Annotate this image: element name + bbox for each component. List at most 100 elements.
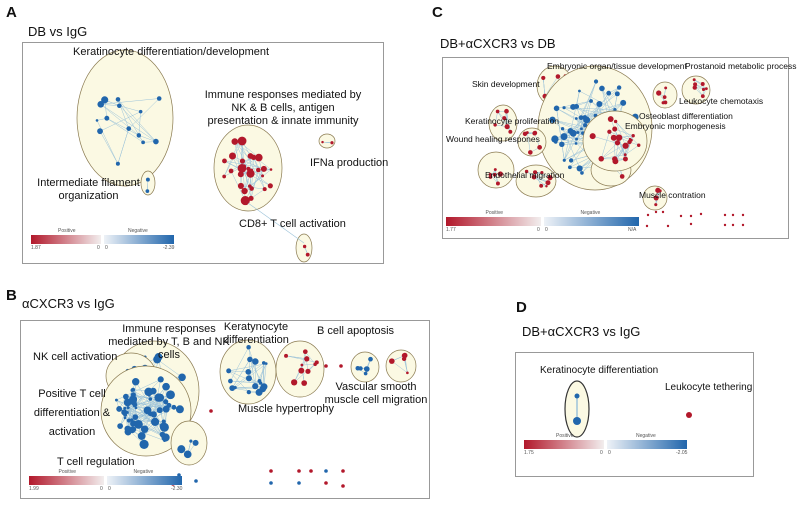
network-edge bbox=[117, 128, 129, 164]
gene-set-node bbox=[401, 353, 407, 358]
gene-set-node bbox=[304, 356, 310, 362]
gene-set-node bbox=[123, 393, 129, 400]
gene-set-node bbox=[653, 195, 659, 201]
gene-set-node bbox=[123, 406, 127, 410]
network-a-graphic bbox=[76, 49, 336, 263]
network-edge bbox=[263, 363, 267, 387]
network-edge bbox=[533, 176, 549, 183]
gene-set-node bbox=[573, 417, 581, 425]
gene-set-node bbox=[104, 115, 110, 121]
gene-set-node bbox=[692, 78, 696, 82]
gene-set-node bbox=[97, 100, 105, 108]
gene-set-node bbox=[562, 106, 566, 110]
gene-set-node bbox=[723, 223, 727, 227]
gene-set-node bbox=[613, 119, 618, 124]
network-edge bbox=[119, 105, 141, 112]
gene-set-node bbox=[488, 175, 493, 179]
gene-set-node bbox=[614, 140, 621, 146]
network-edge bbox=[247, 202, 305, 244]
positive-color-bar bbox=[29, 476, 104, 485]
gene-set-node bbox=[126, 126, 132, 131]
gene-set-node bbox=[222, 174, 227, 179]
network-edge bbox=[232, 359, 251, 389]
gene-set-node bbox=[141, 140, 145, 145]
gene-set-node bbox=[300, 363, 304, 367]
legend-negative-label: Negative bbox=[133, 469, 154, 475]
gene-set-node bbox=[222, 158, 227, 164]
panel-b-title: αCXCR3 vs IgG bbox=[22, 296, 115, 311]
network-edge bbox=[534, 172, 549, 183]
gene-set-node bbox=[131, 387, 136, 392]
legend-neg-zero: 0 bbox=[545, 227, 548, 233]
gene-set-node bbox=[260, 165, 267, 172]
gene-set-node bbox=[97, 128, 103, 135]
gene-set-node bbox=[228, 378, 233, 384]
network-edge bbox=[119, 404, 136, 427]
gene-set-node bbox=[612, 158, 619, 165]
gene-set-node bbox=[132, 378, 140, 386]
gene-set-node bbox=[178, 373, 186, 382]
cluster-label: Positive T cell differentiation & activa… bbox=[33, 388, 111, 438]
legend-negative-label: Negative bbox=[636, 433, 656, 439]
gene-set-node bbox=[664, 86, 668, 90]
gene-set-node bbox=[291, 379, 298, 386]
network-edge bbox=[230, 347, 249, 382]
gene-set-node bbox=[559, 141, 565, 148]
gene-set-node bbox=[237, 182, 244, 189]
legend-pos-zero: 0 bbox=[537, 227, 540, 233]
gene-set-node bbox=[570, 103, 577, 110]
gene-set-node bbox=[551, 135, 559, 143]
gene-set-node bbox=[249, 168, 254, 173]
network-edge bbox=[305, 351, 309, 372]
gene-set-node bbox=[389, 358, 395, 364]
gene-set-node bbox=[177, 445, 186, 454]
gene-set-node bbox=[134, 406, 138, 410]
gene-set-node bbox=[619, 174, 625, 179]
network-edge bbox=[232, 362, 264, 389]
gene-set-node bbox=[622, 142, 629, 149]
gene-set-node bbox=[583, 116, 591, 124]
gene-set-node bbox=[549, 116, 556, 123]
legend-pos-max: 1.87 bbox=[31, 245, 41, 251]
gene-set-node bbox=[723, 213, 727, 217]
gene-set-node bbox=[115, 97, 121, 102]
gene-set-node bbox=[578, 89, 581, 93]
gene-set-node bbox=[568, 158, 574, 163]
gene-set-node bbox=[209, 409, 213, 413]
gene-set-node bbox=[237, 163, 247, 173]
gene-set-node bbox=[148, 397, 153, 401]
gene-set-node bbox=[248, 195, 254, 201]
gene-set-node bbox=[131, 426, 137, 432]
gene-set-node bbox=[541, 75, 546, 81]
gene-set-node bbox=[136, 133, 142, 138]
network-edge bbox=[228, 370, 249, 373]
network-edge bbox=[249, 175, 263, 187]
gene-set-node bbox=[183, 450, 192, 459]
legend-pos-max: 1.99 bbox=[29, 486, 39, 492]
cluster-label: Keratinocyte differentiation/development bbox=[73, 46, 270, 58]
gene-set-node bbox=[245, 369, 252, 375]
gene-set-node bbox=[145, 177, 150, 182]
gene-set-node bbox=[248, 184, 252, 188]
gene-set-node bbox=[258, 381, 263, 385]
gene-set-node bbox=[324, 481, 328, 485]
gene-set-node bbox=[569, 129, 577, 137]
cluster-label: Keratinocyte differentiation bbox=[540, 365, 659, 376]
network-edge bbox=[147, 394, 171, 411]
network-edge bbox=[135, 394, 171, 409]
gene-set-node bbox=[229, 385, 236, 392]
gene-set-node bbox=[261, 174, 265, 178]
gene-set-node bbox=[301, 380, 308, 386]
panel-a-network: Keratinocyte differentiation/development… bbox=[22, 42, 388, 264]
gene-set-node bbox=[655, 187, 661, 193]
negative-color-bar bbox=[607, 440, 687, 449]
legend-neg-zero: 0 bbox=[608, 450, 611, 456]
legend-negative-label: Negative bbox=[580, 210, 601, 216]
gene-set-node bbox=[164, 427, 168, 431]
gene-set-node bbox=[497, 171, 503, 177]
gene-set-node bbox=[406, 371, 409, 375]
gene-set-node bbox=[117, 103, 122, 109]
gene-set-node bbox=[539, 183, 544, 188]
gene-set-node bbox=[654, 210, 658, 214]
gene-set-node bbox=[545, 185, 548, 188]
